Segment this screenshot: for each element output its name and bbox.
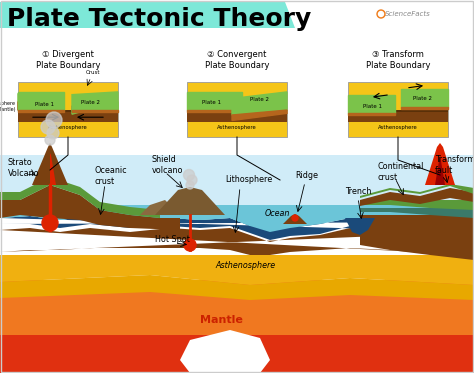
Polygon shape bbox=[360, 200, 474, 210]
Polygon shape bbox=[401, 89, 448, 107]
Polygon shape bbox=[360, 188, 474, 206]
Text: Lithosphere
(Mantle): Lithosphere (Mantle) bbox=[0, 101, 16, 112]
Circle shape bbox=[186, 181, 194, 189]
Text: Oceanic
crust: Oceanic crust bbox=[95, 166, 128, 186]
Polygon shape bbox=[72, 110, 118, 112]
Circle shape bbox=[41, 120, 55, 134]
Circle shape bbox=[42, 215, 58, 231]
Text: Asthenosphere: Asthenosphere bbox=[217, 125, 257, 129]
Polygon shape bbox=[360, 184, 474, 198]
FancyBboxPatch shape bbox=[187, 110, 287, 112]
Polygon shape bbox=[435, 155, 445, 185]
Polygon shape bbox=[232, 110, 287, 120]
Text: Trench: Trench bbox=[345, 188, 371, 197]
Polygon shape bbox=[50, 153, 56, 185]
FancyBboxPatch shape bbox=[348, 110, 448, 112]
Polygon shape bbox=[0, 155, 474, 215]
Polygon shape bbox=[0, 330, 474, 373]
Text: ScienceFacts: ScienceFacts bbox=[385, 11, 431, 17]
Circle shape bbox=[187, 175, 197, 185]
Polygon shape bbox=[0, 205, 350, 226]
Text: Hot Spot: Hot Spot bbox=[155, 235, 190, 244]
Text: Crust: Crust bbox=[86, 70, 100, 75]
Circle shape bbox=[377, 10, 385, 18]
Polygon shape bbox=[425, 143, 455, 185]
FancyBboxPatch shape bbox=[18, 112, 118, 122]
FancyBboxPatch shape bbox=[18, 110, 118, 112]
Text: Asthenosphere: Asthenosphere bbox=[215, 260, 275, 270]
Polygon shape bbox=[18, 110, 64, 112]
Text: Mantle: Mantle bbox=[200, 315, 243, 325]
Polygon shape bbox=[18, 94, 64, 110]
Polygon shape bbox=[0, 280, 474, 335]
Polygon shape bbox=[360, 208, 474, 218]
Polygon shape bbox=[401, 107, 448, 109]
Polygon shape bbox=[32, 143, 68, 185]
Polygon shape bbox=[72, 102, 118, 114]
Polygon shape bbox=[0, 177, 160, 218]
Polygon shape bbox=[0, 205, 474, 232]
Text: Shield
volcano: Shield volcano bbox=[152, 155, 183, 175]
FancyBboxPatch shape bbox=[348, 82, 448, 137]
Text: Strato
Volcano: Strato Volcano bbox=[8, 158, 40, 178]
Text: Plate 1: Plate 1 bbox=[36, 101, 55, 107]
Polygon shape bbox=[0, 228, 474, 255]
Polygon shape bbox=[180, 330, 270, 373]
Circle shape bbox=[45, 135, 55, 145]
Text: Plate Tectonic Theory: Plate Tectonic Theory bbox=[7, 7, 311, 31]
Text: Plate 2: Plate 2 bbox=[82, 100, 100, 106]
Circle shape bbox=[183, 169, 194, 181]
Polygon shape bbox=[18, 102, 64, 110]
FancyBboxPatch shape bbox=[187, 112, 287, 122]
Text: Transform
fault: Transform fault bbox=[435, 155, 474, 175]
Circle shape bbox=[292, 215, 298, 221]
Polygon shape bbox=[0, 275, 474, 300]
Text: Lithosphere: Lithosphere bbox=[225, 176, 272, 185]
Polygon shape bbox=[0, 185, 180, 230]
Text: ③ Transform
Plate Boundary: ③ Transform Plate Boundary bbox=[366, 50, 430, 70]
Text: ② Convergent
Plate Boundary: ② Convergent Plate Boundary bbox=[205, 50, 269, 70]
Text: Plate 2: Plate 2 bbox=[250, 97, 270, 102]
Text: Asthenosphere: Asthenosphere bbox=[48, 125, 88, 129]
Text: Continental
crust: Continental crust bbox=[378, 162, 424, 182]
Polygon shape bbox=[140, 200, 180, 215]
Polygon shape bbox=[0, 255, 474, 285]
Text: Plate 2: Plate 2 bbox=[413, 96, 432, 101]
FancyBboxPatch shape bbox=[348, 112, 448, 122]
FancyBboxPatch shape bbox=[187, 82, 287, 137]
Polygon shape bbox=[360, 215, 474, 260]
Polygon shape bbox=[155, 187, 225, 215]
Polygon shape bbox=[232, 92, 287, 115]
Text: Plate 1: Plate 1 bbox=[202, 100, 221, 106]
FancyBboxPatch shape bbox=[0, 155, 474, 215]
Polygon shape bbox=[187, 110, 242, 112]
Polygon shape bbox=[283, 214, 307, 224]
Polygon shape bbox=[18, 92, 64, 110]
Circle shape bbox=[47, 127, 59, 139]
Circle shape bbox=[184, 239, 196, 251]
Text: Asthenosphere: Asthenosphere bbox=[378, 125, 418, 129]
Polygon shape bbox=[72, 106, 118, 110]
Circle shape bbox=[379, 12, 383, 16]
Text: Ridge: Ridge bbox=[295, 172, 318, 181]
Polygon shape bbox=[187, 92, 242, 110]
Polygon shape bbox=[0, 216, 474, 240]
Polygon shape bbox=[72, 92, 118, 110]
Text: Plate 1: Plate 1 bbox=[364, 104, 383, 109]
FancyBboxPatch shape bbox=[18, 82, 118, 137]
Polygon shape bbox=[348, 95, 395, 113]
Text: Ocean: Ocean bbox=[265, 209, 291, 217]
Polygon shape bbox=[345, 218, 375, 235]
Polygon shape bbox=[348, 113, 395, 115]
Text: ① Divergent
Plate Boundary: ① Divergent Plate Boundary bbox=[36, 50, 100, 70]
Polygon shape bbox=[0, 2, 295, 28]
Circle shape bbox=[46, 112, 62, 128]
